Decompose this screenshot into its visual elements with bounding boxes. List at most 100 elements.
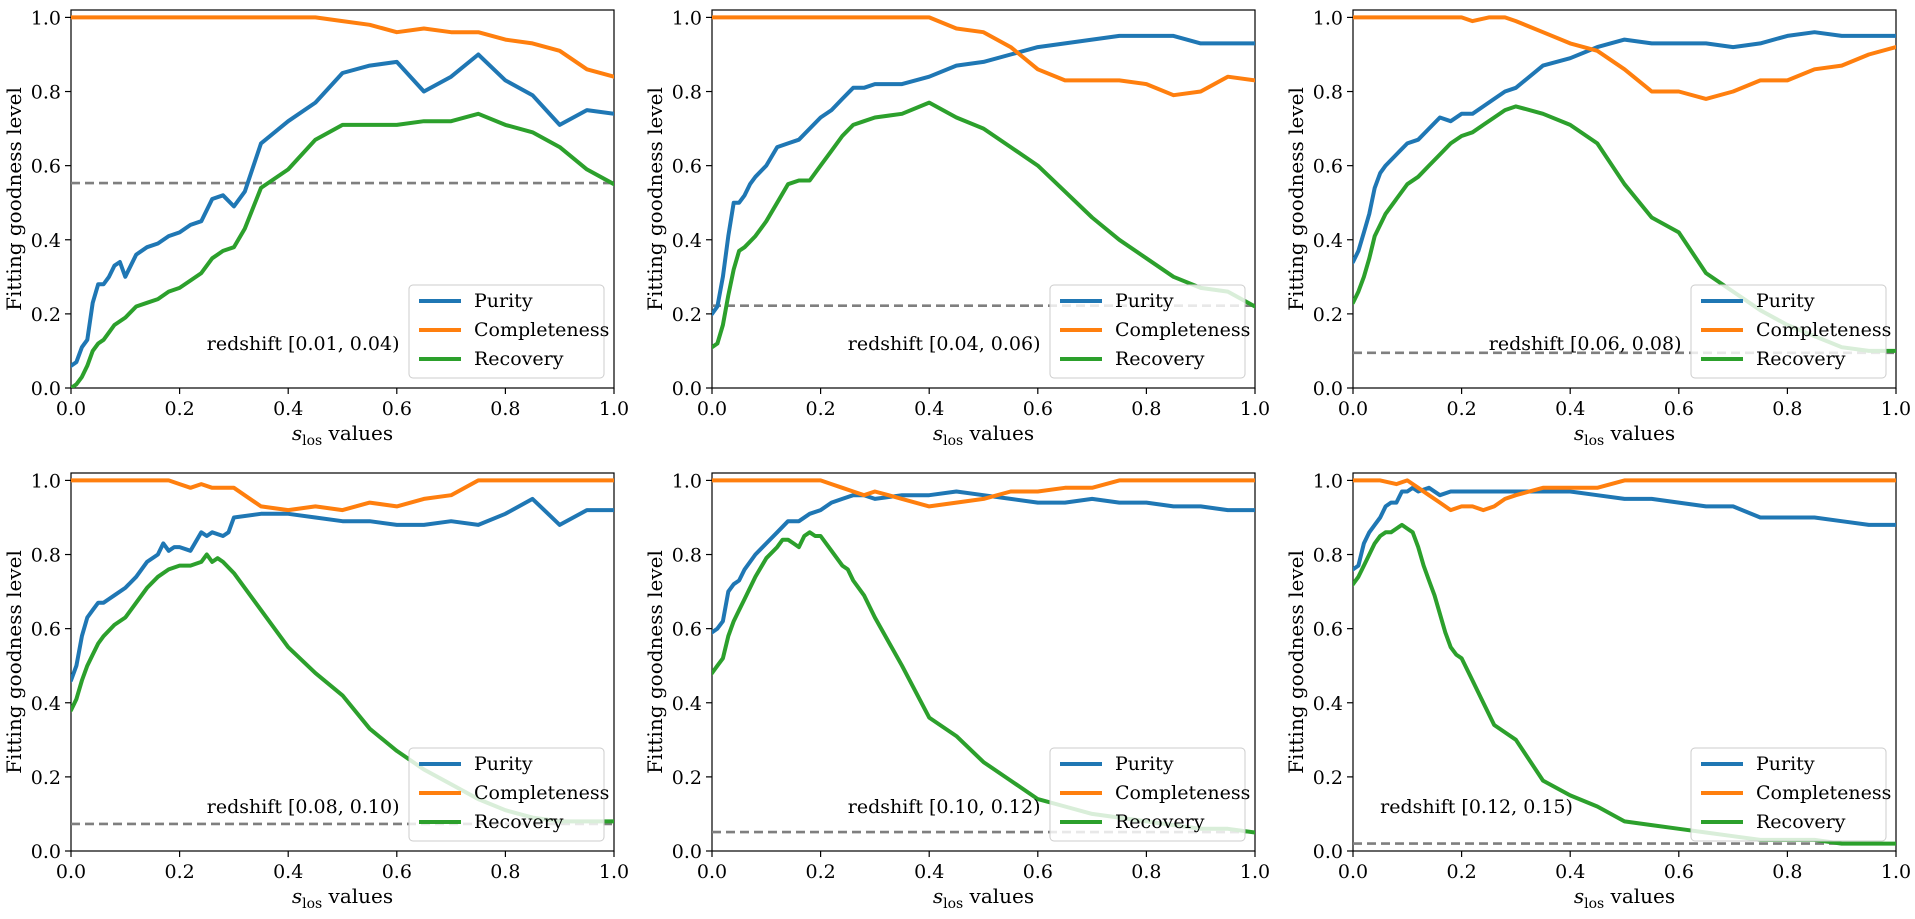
legend-box <box>408 747 605 842</box>
legend-label-recovery: Recovery <box>474 348 564 370</box>
x-tick-label: 0.4 <box>273 398 303 420</box>
series-line-purity <box>1353 485 1896 572</box>
legend-label-recovery: Recovery <box>1756 811 1846 833</box>
y-axis-label: Fitting goodness level <box>643 550 667 774</box>
y-axis-label: Fitting goodness level <box>1284 87 1308 311</box>
x-tick-label: 0.2 <box>164 398 194 420</box>
y-tick-label: 0.6 <box>672 156 702 178</box>
legend-label-completeness: Completeness <box>1115 319 1250 341</box>
x-tick-label: 0.4 <box>1555 398 1585 420</box>
x-tick-label: 0.8 <box>1131 861 1161 883</box>
legend-label-recovery: Recovery <box>474 811 564 833</box>
x-tick-label: 1.0 <box>599 398 629 420</box>
x-axis-label-rest: values <box>322 421 393 445</box>
legend-label-completeness: Completeness <box>1756 319 1891 341</box>
x-tick-label: 0.6 <box>1664 861 1694 883</box>
legend: Purity Completeness Recovery <box>408 284 609 379</box>
x-axis-label-var: s <box>1574 421 1584 445</box>
y-tick-label: 0.6 <box>672 619 702 641</box>
x-axis-label-sub: los <box>943 896 963 912</box>
subplot-6: 0.0 0.2 0.4 0.6 0.8 1.0 0.0 0.2 0.4 0.6 0.8 1.0 slos… <box>1284 470 1911 912</box>
x-tick-label: 1.0 <box>1881 398 1911 420</box>
y-axis-label: Fitting goodness level <box>2 550 26 774</box>
legend-box <box>1690 747 1887 842</box>
legend-label-recovery: Recovery <box>1115 811 1205 833</box>
x-axis-label: slos values <box>1574 884 1675 912</box>
legend: Purity Completeness Recovery <box>1690 284 1891 379</box>
y-tick-label: 0.6 <box>31 156 61 178</box>
legend: Purity Completeness Recovery <box>1049 747 1250 842</box>
y-tick-label: 0.8 <box>1313 545 1343 567</box>
series-line-completeness <box>71 15 614 79</box>
x-axis-label-rest: values <box>1604 884 1675 908</box>
x-tick-label: 1.0 <box>1240 861 1270 883</box>
axes-frame <box>711 9 1256 389</box>
y-tick-label: 0.2 <box>1313 304 1343 326</box>
plot-area <box>712 15 1255 350</box>
x-axis-label-rest: values <box>1604 421 1675 445</box>
legend-label-purity: Purity <box>1115 753 1174 775</box>
y-tick-label: 1.0 <box>1313 7 1343 29</box>
series-line-completeness <box>71 478 614 513</box>
series-line-purity <box>712 489 1255 635</box>
x-axis-label: slos values <box>933 884 1034 912</box>
x-tick-label: 0.6 <box>1664 398 1694 420</box>
x-tick-label: 1.0 <box>1240 398 1270 420</box>
redshift-annotation: redshift [0.10, 0.12) <box>848 796 1041 818</box>
x-axis-label-var: s <box>292 421 302 445</box>
legend: Purity Completeness Recovery <box>1690 747 1891 842</box>
x-axis-label-rest: values <box>322 884 393 908</box>
subplot-2: 0.0 0.2 0.4 0.6 0.8 1.0 0.0 0.2 0.4 0.6 0.8 1.0 slos… <box>643 7 1270 449</box>
y-tick-label: 0.4 <box>672 230 702 252</box>
legend-label-purity: Purity <box>474 290 533 312</box>
x-axis-label-var: s <box>1574 884 1584 908</box>
x-axis-label: slos values <box>292 421 393 449</box>
y-tick-label: 1.0 <box>672 7 702 29</box>
x-tick-label: 0.8 <box>490 861 520 883</box>
x-axis-label: slos values <box>1574 421 1675 449</box>
legend-label-purity: Purity <box>1756 290 1815 312</box>
y-tick-label: 0.8 <box>31 545 61 567</box>
y-axis-label: Fitting goodness level <box>2 87 26 311</box>
y-tick-label: 0.2 <box>31 767 61 789</box>
x-tick-label: 0.0 <box>56 861 86 883</box>
x-tick-label: 0.8 <box>1131 398 1161 420</box>
legend-label-completeness: Completeness <box>1115 782 1250 804</box>
subplot-4: 0.0 0.2 0.4 0.6 0.8 1.0 0.0 0.2 0.4 0.6 0.8 1.0 slos… <box>2 470 629 912</box>
x-axis-label-sub: los <box>302 433 322 449</box>
x-axis-label-var: s <box>933 884 943 908</box>
x-axis-label: slos values <box>292 884 393 912</box>
y-tick-label: 0.4 <box>672 693 702 715</box>
x-axis-label-sub: los <box>943 433 963 449</box>
y-tick-label: 1.0 <box>672 470 702 492</box>
y-tick-label: 0.4 <box>31 693 61 715</box>
redshift-annotation: redshift [0.12, 0.15) <box>1380 796 1573 818</box>
x-tick-label: 0.2 <box>1446 398 1476 420</box>
y-tick-label: 0.6 <box>31 619 61 641</box>
y-tick-label: 0.4 <box>31 230 61 252</box>
x-tick-label: 0.8 <box>490 398 520 420</box>
axes-frame <box>70 9 615 389</box>
x-tick-label: 0.4 <box>273 861 303 883</box>
y-tick-label: 0.4 <box>1313 230 1343 252</box>
axes-frame <box>70 472 615 852</box>
series-line-purity <box>1353 30 1896 264</box>
series-line-purity <box>712 33 1255 316</box>
y-tick-label: 0.0 <box>672 378 702 400</box>
legend-label-purity: Purity <box>1115 290 1174 312</box>
series-line-purity <box>71 496 614 683</box>
y-tick-label: 0.2 <box>31 304 61 326</box>
y-axis-label: Fitting goodness level <box>1284 550 1308 774</box>
series-line-completeness <box>1353 15 1896 101</box>
x-axis-label-rest: values <box>963 421 1034 445</box>
x-axis-label-rest: values <box>963 884 1034 908</box>
series-line-completeness <box>712 15 1255 98</box>
x-tick-label: 1.0 <box>599 861 629 883</box>
redshift-annotation: redshift [0.01, 0.04) <box>207 333 400 355</box>
y-tick-label: 0.0 <box>31 841 61 863</box>
x-axis-label: slos values <box>933 421 1034 449</box>
y-tick-label: 0.2 <box>1313 767 1343 789</box>
y-tick-label: 0.0 <box>31 378 61 400</box>
x-tick-label: 0.2 <box>805 398 835 420</box>
x-axis-label-sub: los <box>1584 433 1604 449</box>
